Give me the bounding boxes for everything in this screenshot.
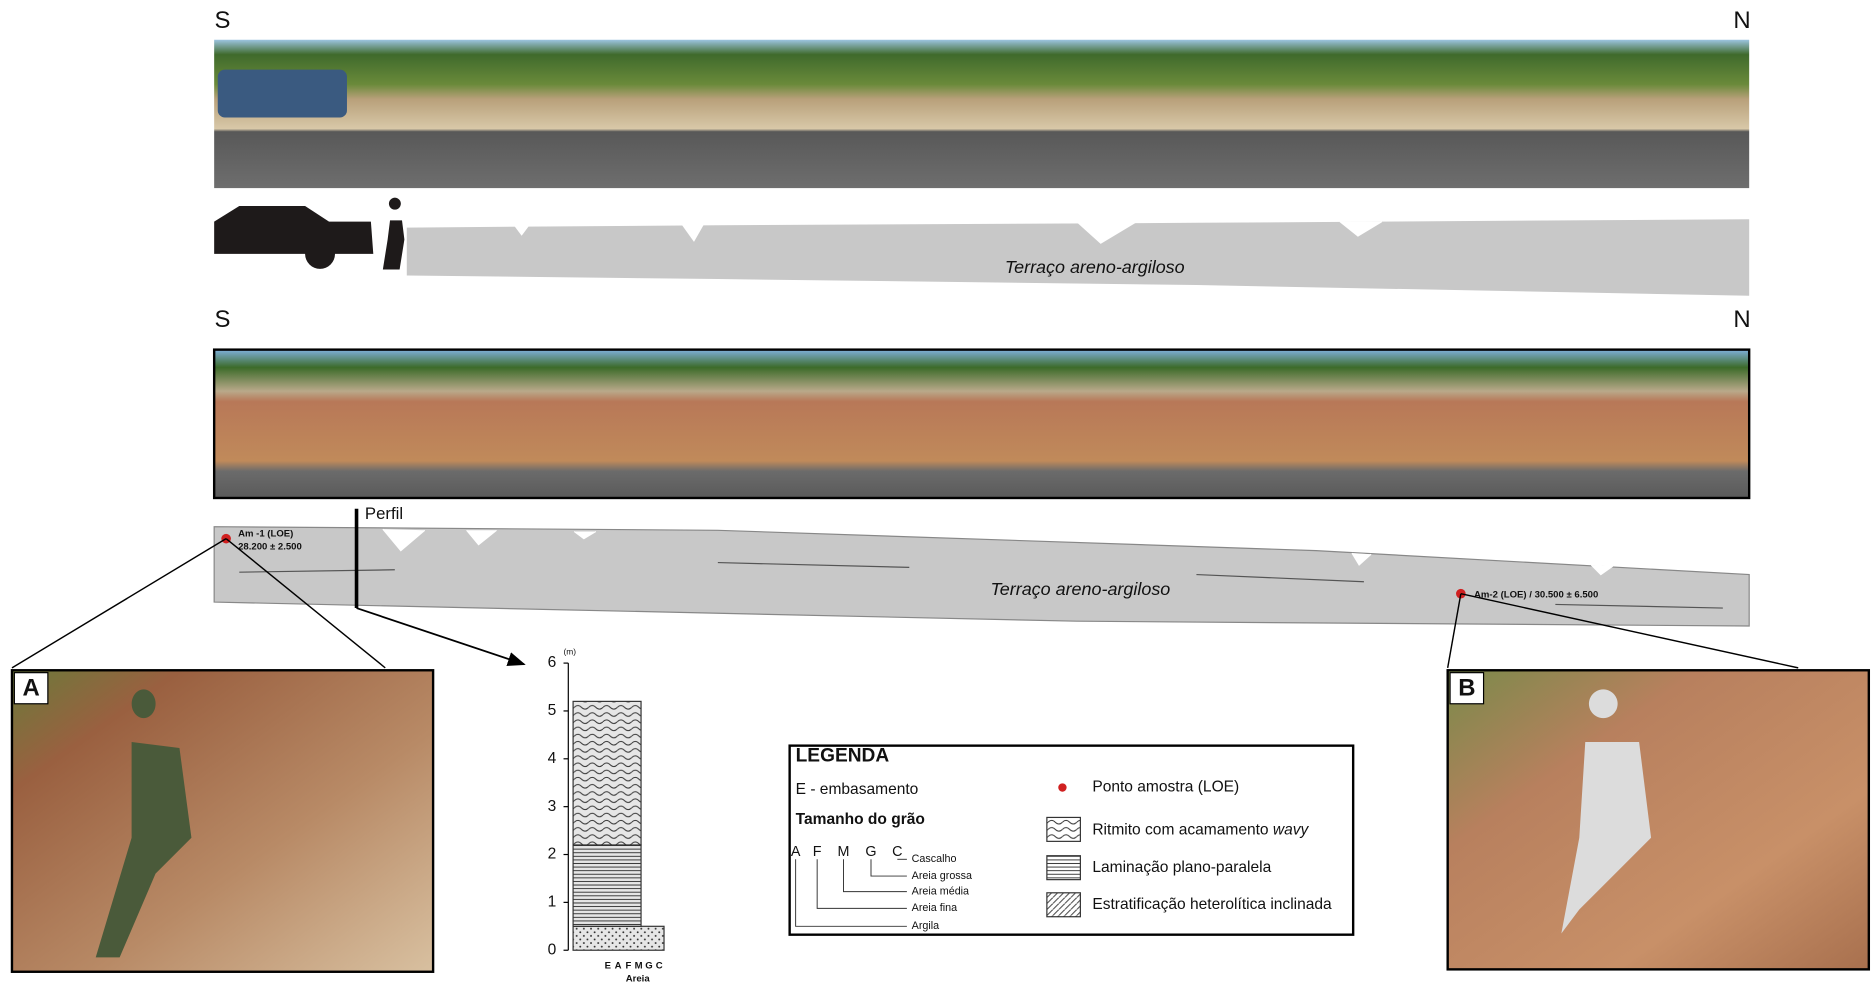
legend-swatch bbox=[1058, 783, 1066, 791]
direction-label: N bbox=[1733, 7, 1750, 34]
legend-subtitle: Tamanho do grão bbox=[796, 811, 925, 828]
direction-label: S bbox=[215, 306, 231, 333]
photo-b bbox=[1448, 670, 1869, 969]
layer-pattern bbox=[573, 701, 641, 845]
unit-label: Terraço areno-argiloso bbox=[990, 579, 1170, 599]
direction-label: S bbox=[215, 7, 231, 34]
grain-letter: M bbox=[838, 844, 850, 860]
truck-silhouette bbox=[214, 198, 404, 270]
y-tick-label: 1 bbox=[548, 893, 557, 910]
terrace-sketch bbox=[214, 527, 1749, 626]
page: {"orientation":{"top":{"left":"S","right… bbox=[0, 0, 1876, 984]
legend-swatch bbox=[1047, 893, 1081, 917]
sample-label: Am-2 (LOE) / 30.500 ± 6.500 bbox=[1474, 589, 1598, 600]
outcrop-photo bbox=[214, 40, 1749, 188]
legend-title: LEGENDA bbox=[796, 745, 890, 766]
x-tick-label: M bbox=[635, 960, 643, 971]
legend-label-text: Ritmito com acamamento bbox=[1092, 822, 1273, 839]
legend-label: Estratificação heterolítica inclinada bbox=[1092, 896, 1332, 913]
photo-label: B bbox=[1458, 675, 1475, 702]
photo-label: A bbox=[22, 675, 39, 702]
layer-pattern bbox=[573, 845, 641, 926]
grain-name: Argila bbox=[912, 920, 940, 932]
x-tick-label: G bbox=[645, 960, 652, 971]
arrow bbox=[357, 608, 525, 664]
profile-label: Perfil bbox=[365, 504, 403, 523]
y-tick-label: 3 bbox=[548, 798, 557, 815]
truck-photo bbox=[218, 70, 347, 118]
axis-unit: (m) bbox=[564, 647, 577, 657]
y-tick-label: 4 bbox=[548, 750, 557, 767]
x-tick-label: E bbox=[605, 960, 611, 971]
legend-label: Ritmito com acamamento wavy bbox=[1092, 822, 1309, 839]
grain-letter: A bbox=[791, 844, 801, 860]
legend-swatch bbox=[1047, 856, 1081, 880]
y-tick-label: 5 bbox=[548, 702, 557, 719]
sample-label: Am -1 (LOE) bbox=[238, 528, 293, 539]
grain-name: Areia média bbox=[912, 885, 969, 897]
grain-name: Areia grossa bbox=[912, 870, 972, 882]
y-tick-label: 0 bbox=[548, 941, 557, 958]
sample-age: 28.200 ± 2.500 bbox=[238, 542, 302, 553]
unit-label: Terraço areno-argiloso bbox=[1005, 257, 1185, 277]
direction-label: N bbox=[1733, 306, 1750, 333]
x-tick-label: F bbox=[625, 960, 631, 971]
grain-letter: F bbox=[813, 844, 822, 860]
x-axis-label: Areia bbox=[626, 973, 651, 984]
x-tick-label: A bbox=[615, 960, 622, 971]
y-tick-label: 6 bbox=[548, 654, 557, 671]
figure: S N Terraço areno-argiloso S N Perfil Te… bbox=[0, 0, 1876, 984]
y-tick-label: 2 bbox=[548, 846, 557, 863]
grain-letter: G bbox=[865, 844, 876, 860]
photo-a bbox=[12, 670, 433, 972]
legend-swatch bbox=[1047, 817, 1081, 841]
layer-pattern bbox=[573, 926, 664, 950]
legend-text: E - embasamento bbox=[796, 781, 919, 798]
legend-label-emphasis: wavy bbox=[1273, 822, 1310, 839]
outcrop-photo bbox=[214, 350, 1749, 498]
legend-label: Laminação plano-paralela bbox=[1092, 859, 1271, 876]
x-tick-label: C bbox=[656, 960, 663, 971]
grain-letter: C bbox=[892, 844, 902, 860]
grain-name: Areia fina bbox=[912, 902, 957, 914]
grain-name: Cascalho bbox=[912, 853, 957, 865]
legend-label: Ponto amostra (LOE) bbox=[1092, 779, 1239, 796]
